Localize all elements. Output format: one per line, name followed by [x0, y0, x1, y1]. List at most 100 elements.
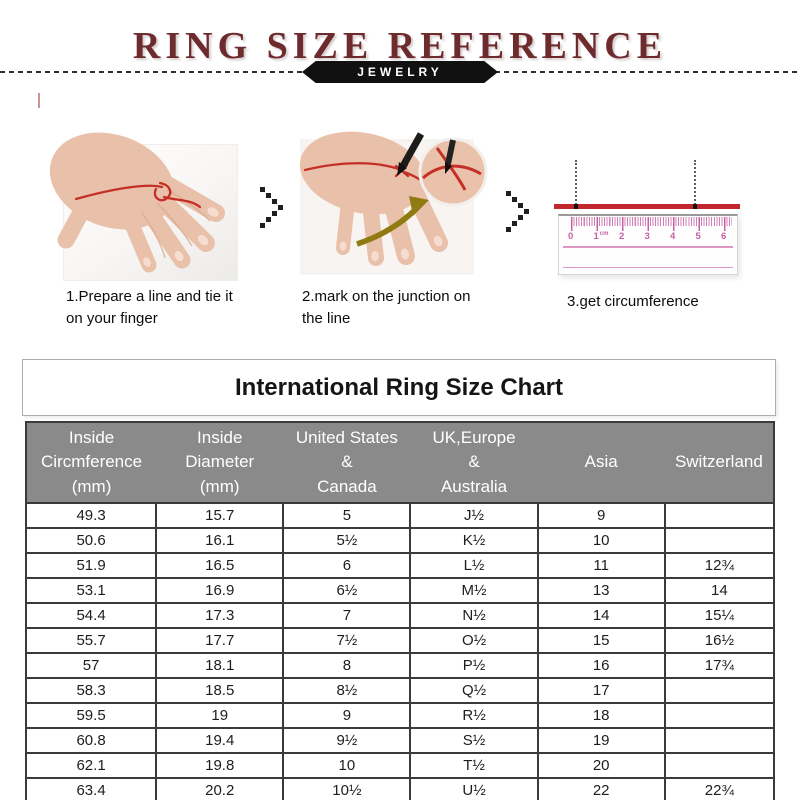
table-cell: L½ — [409, 552, 539, 579]
arrow-right-icon — [259, 186, 285, 234]
table-row: 57 18.1 8 P½ 16 17¾ — [24, 652, 776, 679]
ruler-unit-label: cm — [599, 231, 609, 237]
table-cell: 12¾ — [663, 552, 776, 579]
table-header-row: Inside Circmference (mm) Inside Diameter … — [26, 422, 774, 503]
arrow-right-icon — [505, 190, 531, 238]
table-cell: 18.1 — [155, 652, 285, 679]
table-cell: 20.2 — [155, 777, 285, 800]
table-cell: 62.1 — [24, 752, 158, 779]
string-mark-dot — [693, 204, 697, 209]
hand-with-red-string-icon — [49, 132, 225, 273]
table-cell: 17.3 — [155, 602, 285, 629]
table-cell: 22 — [536, 777, 666, 800]
table-cell: U½ — [409, 777, 539, 800]
fingernails — [143, 207, 219, 267]
table-cell: T½ — [409, 752, 539, 779]
curved-arrow-icon — [356, 196, 429, 247]
table-cell: N½ — [409, 602, 539, 629]
table-cell: 16 — [536, 652, 666, 679]
table-cell: 16½ — [663, 627, 776, 654]
table-cell: 17¾ — [663, 652, 776, 679]
ruler-number: 6 — [721, 231, 727, 242]
ruler-line — [563, 266, 733, 268]
table-cell: 17.7 — [155, 627, 285, 654]
table-cell: 7 — [282, 602, 412, 629]
step1-photo — [49, 132, 238, 281]
table-cell — [663, 527, 776, 554]
table-cell: 10 — [282, 752, 412, 779]
table-cell: 19.8 — [155, 752, 285, 779]
table-cell: S½ — [409, 727, 539, 754]
table-cell: 19 — [155, 702, 285, 729]
table-row: 59.5 19 9 R½ 18 — [24, 702, 776, 729]
table-row: 63.4 20.2 10½ U½ 22 22¾ — [24, 777, 776, 800]
table-row: 50.6 16.1 5½ K½ 10 — [24, 527, 776, 554]
ruler-icon: 0 1cm 2 3 4 5 6 — [558, 214, 738, 275]
column-header: Inside Diameter (mm) — [156, 422, 284, 503]
table-cell: 51.9 — [24, 552, 158, 579]
string-mark-dot — [574, 204, 578, 209]
table-cell: 19 — [536, 727, 666, 754]
table-cell: 6 — [282, 552, 412, 579]
table-cell: 17 — [536, 677, 666, 704]
table-cell: 10 — [536, 527, 666, 554]
table-cell: 49.3 — [24, 502, 158, 529]
ring-size-table: Inside Circmference (mm) Inside Diameter … — [24, 421, 776, 800]
table-row: 54.4 17.3 7 N½ 14 15¼ — [24, 602, 776, 629]
step2-caption: 2.mark on the junction on the line — [302, 288, 471, 327]
table-cell: 6½ — [282, 577, 412, 604]
table-cell: 9 — [536, 502, 666, 529]
column-header: Inside Circmference (mm) — [26, 422, 157, 503]
table-cell: 8 — [282, 652, 412, 679]
column-header: Switzerland — [664, 422, 774, 503]
table-row: 58.3 18.5 8½ Q½ 17 — [24, 677, 776, 704]
table-cell: 16.5 — [155, 552, 285, 579]
table-cell: 18.5 — [155, 677, 285, 704]
column-header: UK,Europe & Australia — [410, 422, 538, 503]
table-row: 55.7 17.7 7½ O½ 15 16½ — [24, 627, 776, 654]
table-cell: 15 — [536, 627, 666, 654]
column-header: United States & Canada — [283, 422, 411, 503]
ruler-number: 3 — [644, 231, 650, 242]
table-cell: 9 — [282, 702, 412, 729]
table-cell: P½ — [409, 652, 539, 679]
dotted-guide-line — [694, 160, 696, 205]
table-cell: 14 — [663, 577, 776, 604]
pen-icon — [397, 132, 425, 176]
table-cell: Q½ — [409, 677, 539, 704]
magnifier-inset — [418, 137, 488, 207]
table-cell: 15¼ — [663, 602, 776, 629]
fingernails — [339, 235, 443, 261]
table-cell: 53.1 — [24, 577, 158, 604]
table-row: 53.1 16.9 6½ M½ 13 14 — [24, 577, 776, 604]
ruler-number: 1cm — [593, 231, 609, 243]
ruler-number: 5 — [695, 231, 701, 242]
decorative-red-tick — [38, 93, 40, 108]
step3-caption: 3.get circumference — [567, 293, 699, 310]
step1-caption: 1.Prepare a line and tie it on your fing… — [66, 288, 233, 327]
table-cell: 63.4 — [24, 777, 158, 800]
table-cell — [663, 677, 776, 704]
red-string-line — [74, 181, 202, 209]
table-cell: 57 — [24, 652, 158, 679]
jewelry-badge: JEWELRY — [302, 61, 498, 83]
dotted-guide-line — [575, 160, 577, 205]
table-cell: 10½ — [282, 777, 412, 800]
table-cell: 18 — [536, 702, 666, 729]
table-cell: 5 — [282, 502, 412, 529]
table-cell: 5½ — [282, 527, 412, 554]
ruler-number: 2 — [619, 231, 625, 242]
red-string-straight-line — [554, 204, 740, 209]
table-cell — [663, 752, 776, 779]
table-cell: 59.5 — [24, 702, 158, 729]
table-cell: 16.1 — [155, 527, 285, 554]
table-row: 60.8 19.4 9½ S½ 19 — [24, 727, 776, 754]
table-cell: 16.9 — [155, 577, 285, 604]
table-cell: M½ — [409, 577, 539, 604]
table-cell: 13 — [536, 577, 666, 604]
table-cell — [663, 727, 776, 754]
table-cell: 9½ — [282, 727, 412, 754]
table-cell: 55.7 — [24, 627, 158, 654]
table-cell: 22¾ — [663, 777, 776, 800]
ruler-major-ticks — [571, 217, 732, 231]
